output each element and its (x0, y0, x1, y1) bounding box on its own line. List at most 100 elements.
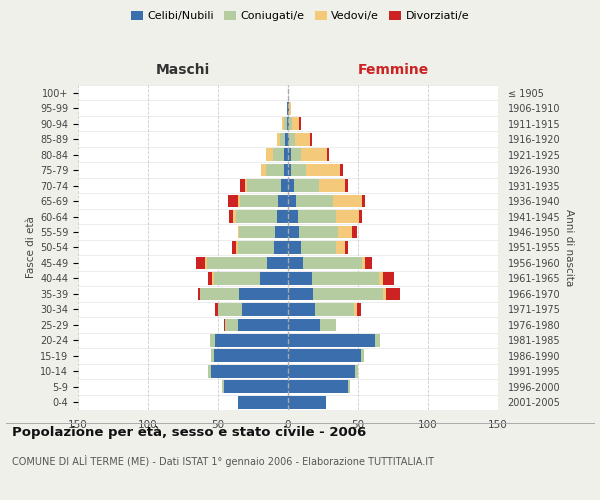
Bar (359, 210, 362, 223)
Bar (277, 133, 280, 145)
Bar (272, 148, 284, 161)
Bar (241, 194, 278, 207)
Bar (245, 179, 247, 192)
Bar (319, 179, 346, 192)
Bar (299, 118, 301, 130)
Bar (209, 334, 215, 346)
Bar (224, 380, 288, 393)
Bar (288, 365, 355, 378)
Bar (224, 318, 225, 331)
Bar (289, 118, 292, 130)
Bar (211, 350, 214, 362)
Bar (386, 288, 400, 300)
Bar (314, 303, 354, 316)
Bar (205, 256, 207, 270)
Bar (222, 380, 224, 393)
Bar (383, 288, 386, 300)
Bar (333, 194, 362, 207)
Bar (379, 272, 383, 285)
Bar (288, 350, 361, 362)
Bar (200, 288, 239, 300)
Bar (218, 303, 242, 316)
Bar (327, 148, 329, 161)
Bar (281, 179, 288, 192)
Bar (288, 334, 375, 346)
Bar (196, 256, 205, 270)
Bar (287, 102, 288, 115)
Bar (362, 256, 365, 270)
Bar (260, 272, 288, 285)
Bar (228, 194, 238, 207)
Text: Popolazione per età, sesso e stato civile - 2006: Popolazione per età, sesso e stato civil… (12, 426, 366, 439)
Bar (238, 194, 241, 207)
Bar (361, 350, 364, 362)
Bar (274, 241, 288, 254)
Bar (375, 334, 380, 346)
Bar (242, 303, 288, 316)
Bar (239, 226, 275, 238)
Text: COMUNE DI ALÌ TERME (ME) - Dati ISTAT 1° gennaio 2006 - Elaborazione TUTTITALIA.: COMUNE DI ALÌ TERME (ME) - Dati ISTAT 1°… (12, 455, 434, 467)
Bar (288, 303, 314, 316)
Bar (247, 179, 281, 192)
Bar (211, 365, 288, 378)
Bar (275, 226, 288, 238)
Bar (335, 241, 346, 254)
Bar (232, 241, 236, 254)
Bar (288, 179, 293, 192)
Bar (296, 194, 333, 207)
Legend: Celibi/Nubili, Coniugati/e, Vedovi/e, Divorziati/e: Celibi/Nubili, Coniugati/e, Vedovi/e, Di… (126, 6, 474, 26)
Bar (289, 102, 291, 115)
Bar (238, 241, 274, 254)
Bar (348, 380, 350, 393)
Bar (236, 241, 238, 254)
Bar (284, 148, 288, 161)
Bar (284, 118, 287, 130)
Bar (212, 272, 214, 285)
Bar (266, 164, 284, 176)
Bar (288, 210, 298, 223)
Bar (355, 365, 358, 378)
Bar (283, 118, 284, 130)
Bar (288, 380, 348, 393)
Bar (365, 256, 372, 270)
Bar (288, 164, 291, 176)
Bar (301, 148, 327, 161)
Bar (356, 303, 361, 316)
Bar (288, 241, 301, 254)
Bar (362, 194, 365, 207)
Bar (291, 148, 301, 161)
Bar (229, 210, 233, 223)
Bar (214, 350, 288, 362)
Bar (241, 179, 245, 192)
Bar (238, 396, 288, 408)
Bar (225, 318, 238, 331)
Bar (288, 318, 320, 331)
Bar (278, 194, 288, 207)
Bar (238, 318, 288, 331)
Bar (236, 210, 277, 223)
Bar (306, 164, 340, 176)
Bar (288, 148, 291, 161)
Bar (313, 288, 383, 300)
Bar (295, 133, 310, 145)
Bar (238, 226, 239, 238)
Bar (277, 210, 288, 223)
Bar (338, 226, 352, 238)
Bar (288, 194, 296, 207)
Y-axis label: Anni di nascita: Anni di nascita (565, 209, 574, 286)
Bar (346, 241, 348, 254)
Bar (239, 288, 288, 300)
Bar (346, 179, 348, 192)
Bar (208, 365, 211, 378)
Bar (288, 272, 312, 285)
Bar (299, 226, 338, 238)
Bar (288, 256, 304, 270)
Bar (280, 133, 285, 145)
Bar (214, 272, 260, 285)
Text: Femmine: Femmine (358, 64, 428, 78)
Bar (207, 256, 267, 270)
Bar (298, 210, 335, 223)
Bar (293, 179, 319, 192)
Bar (288, 396, 326, 408)
Bar (352, 226, 356, 238)
